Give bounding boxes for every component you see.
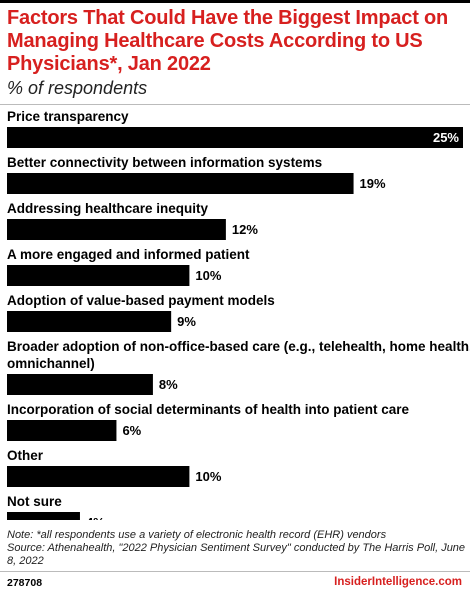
category-label: Broader adoption of non-office-based car… <box>7 339 470 354</box>
value-label: 12% <box>232 222 258 237</box>
bar <box>7 127 463 148</box>
value-label: 9% <box>177 314 196 329</box>
bar-group: Adoption of value-based payment models 9% <box>7 293 275 332</box>
category-label: Addressing healthcare inequity <box>7 201 209 216</box>
bar-chart: Price transparency 25% Better connectivity… <box>7 109 470 520</box>
value-label: 6% <box>122 423 141 438</box>
value-label: 10% <box>195 469 221 484</box>
bar <box>7 311 172 332</box>
bar <box>7 265 190 286</box>
category-label: Adoption of value-based payment models <box>7 293 275 308</box>
subtitle-divider <box>0 104 470 105</box>
value-label: 25% <box>433 130 459 145</box>
value-label: 19% <box>360 176 386 191</box>
category-label: Incorporation of social determinants of … <box>7 402 410 417</box>
bar-group: Broader adoption of non-office-based car… <box>7 339 470 395</box>
value-label: 10% <box>195 268 221 283</box>
bar <box>7 512 80 520</box>
chart-subtitle: % of respondents <box>7 78 148 98</box>
bar <box>7 420 117 441</box>
bar-group: Incorporation of social determinants of … <box>7 402 410 441</box>
brand-logo-text: InsiderIntelligence.com <box>334 576 462 588</box>
bar <box>7 374 153 395</box>
category-label: omnichannel) <box>7 356 95 371</box>
bar-group: Not sure 4% <box>7 494 105 520</box>
category-label: Price transparency <box>7 109 129 124</box>
bar-group: Better connectivity between information … <box>7 155 386 194</box>
bar-group: A more engaged and informed patient 10% <box>7 247 250 286</box>
value-label: 4% <box>86 515 105 520</box>
top-rule <box>0 0 470 3</box>
category-label: Better connectivity between information … <box>7 155 322 170</box>
bar <box>7 219 226 240</box>
category-label: A more engaged and informed patient <box>7 247 250 262</box>
bar-group: Addressing healthcare inequity 12% <box>7 201 258 240</box>
value-label: 8% <box>159 377 178 392</box>
footnote-note: Note: *all respondents use a variety of … <box>7 529 387 541</box>
chart-id: 278708 <box>7 577 43 589</box>
category-label: Not sure <box>7 494 62 509</box>
bar <box>7 466 190 487</box>
bar-group: Other 10% <box>7 448 222 487</box>
bar <box>7 173 354 194</box>
footnote-source: Source: Athenahealth, "2022 Physician Se… <box>7 542 466 567</box>
bar-group: Price transparency 25% <box>7 109 463 148</box>
chart-title: Factors That Could Have the Biggest Impa… <box>7 7 449 75</box>
category-label: Other <box>7 448 44 463</box>
footer-divider <box>0 571 470 572</box>
footnotes: Note: *all respondents use a variety of … <box>7 529 467 568</box>
